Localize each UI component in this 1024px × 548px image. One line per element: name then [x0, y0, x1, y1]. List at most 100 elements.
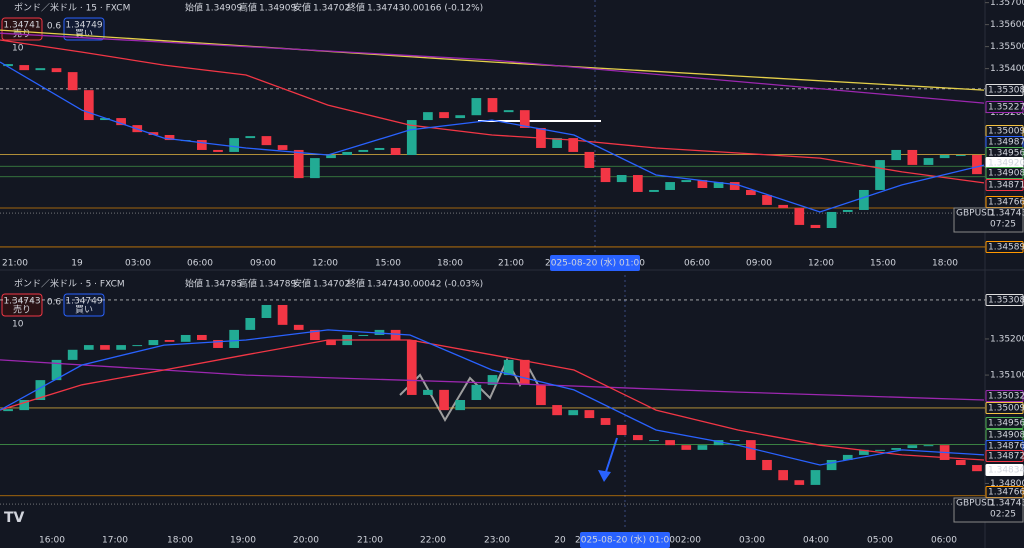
candle	[536, 384, 546, 406]
candle	[471, 384, 482, 401]
x-tick-label: 15:00	[870, 259, 896, 269]
candle	[616, 424, 627, 436]
last-value: 1.34743	[990, 499, 1024, 509]
ohlc-label: 安値	[293, 2, 311, 14]
last-value: 1.34743	[990, 209, 1024, 219]
y-tick-label: 1.35100	[990, 371, 1024, 381]
x-tick-label: 12:00	[808, 259, 834, 269]
x-tick-label: 05:00	[867, 536, 893, 546]
candle	[390, 147, 401, 156]
candle	[471, 98, 482, 116]
indicator-count: 10	[12, 44, 24, 54]
candle	[907, 445, 918, 449]
x-tick-label: 02:00	[675, 536, 701, 546]
buy-button[interactable]	[63, 293, 105, 317]
sell-price: 1.34741	[3, 21, 40, 31]
candle	[148, 340, 159, 346]
price-tag-label: 1.35227	[988, 103, 1024, 113]
price-tag-label: 1.35009	[988, 404, 1024, 414]
candle	[681, 445, 692, 450]
countdown: 07:25	[990, 220, 1016, 230]
candle	[358, 334, 369, 336]
candle	[568, 410, 579, 416]
price-tag-label: 1.35009	[988, 127, 1024, 137]
price-tag	[985, 179, 1024, 191]
y-tick-label: 1.35200	[990, 108, 1024, 118]
candle	[374, 147, 385, 150]
ohlc-label: 高値	[239, 2, 257, 14]
candle	[778, 470, 788, 481]
candle	[455, 115, 466, 119]
candle	[83, 90, 94, 121]
candle	[148, 132, 159, 136]
candle	[713, 440, 724, 446]
y-tick-label: 1.35600	[990, 20, 1024, 30]
ohlc-value: 1.34789	[259, 280, 296, 290]
moving-average	[0, 61, 985, 213]
x-tick-label: 21:00	[498, 259, 524, 269]
candle	[439, 112, 449, 119]
candle	[326, 340, 336, 346]
candle	[180, 334, 191, 342]
sell-label: 売り	[13, 28, 31, 40]
price-tag	[985, 450, 1024, 462]
price-tag-label: 1.34956	[988, 419, 1024, 429]
candle	[277, 145, 288, 150]
symbol: ポンド／米ドル · 15 · FXCM	[14, 2, 130, 14]
last-symbol: GBPUSD	[956, 499, 994, 509]
logo: TV	[4, 510, 25, 526]
x-tick-label: 21:00	[2, 259, 28, 269]
x-tick-label: 06:00	[187, 259, 213, 269]
price-tag-label: 1.34876	[988, 442, 1024, 452]
candle	[310, 329, 320, 341]
candle	[665, 182, 675, 190]
candle	[116, 345, 126, 350]
spread: 0.6	[47, 298, 62, 308]
x-tick-label: 09:00	[746, 259, 772, 269]
x-tick-label: 18:00	[167, 536, 193, 546]
candle	[842, 209, 853, 212]
candle	[310, 158, 320, 179]
candle	[875, 449, 885, 451]
candle	[568, 138, 579, 152]
ohlc-value: 1.34743	[367, 4, 404, 14]
candle	[487, 98, 498, 113]
sell-button[interactable]	[1, 293, 43, 317]
price-tag	[985, 167, 1024, 179]
date-tag	[580, 532, 670, 548]
candle	[503, 110, 514, 113]
ohlc-value: 1.34909	[259, 4, 296, 14]
price-tag	[985, 241, 1024, 253]
candle	[794, 480, 805, 485]
date-tag	[550, 255, 640, 271]
candle	[842, 454, 853, 460]
candle	[197, 140, 207, 150]
y-tick-label: 1.35700	[990, 0, 1024, 8]
candle	[649, 440, 659, 442]
x-tick-label: 06:00	[684, 259, 710, 269]
symbol: ポンド／米ドル · 5 · FXCM	[14, 278, 125, 290]
candle	[939, 155, 950, 159]
candle	[213, 149, 223, 152]
candle	[713, 182, 724, 188]
price-tag-label: 1.35032	[988, 392, 1024, 402]
y-tick-label: 1.34800	[990, 479, 1024, 489]
candle	[519, 110, 530, 128]
price-tag-label: 1.34920	[988, 159, 1024, 169]
candle	[51, 359, 62, 381]
price-tag-label: 1.34834	[988, 466, 1024, 476]
candle	[616, 175, 627, 183]
candle	[923, 445, 934, 447]
candle	[810, 470, 821, 485]
candle	[19, 65, 30, 71]
price-tag-label: 1.34872	[988, 452, 1024, 462]
candle	[875, 160, 885, 190]
x-tick-label: 04:00	[803, 536, 829, 546]
candle	[778, 204, 788, 209]
ohlc-value: 1.34743	[367, 280, 404, 290]
ohlc-label: 始値	[185, 2, 203, 14]
candle	[632, 175, 643, 192]
x-tick-label: 19:00	[230, 536, 256, 546]
x-tick-label: 06:00	[931, 536, 957, 546]
